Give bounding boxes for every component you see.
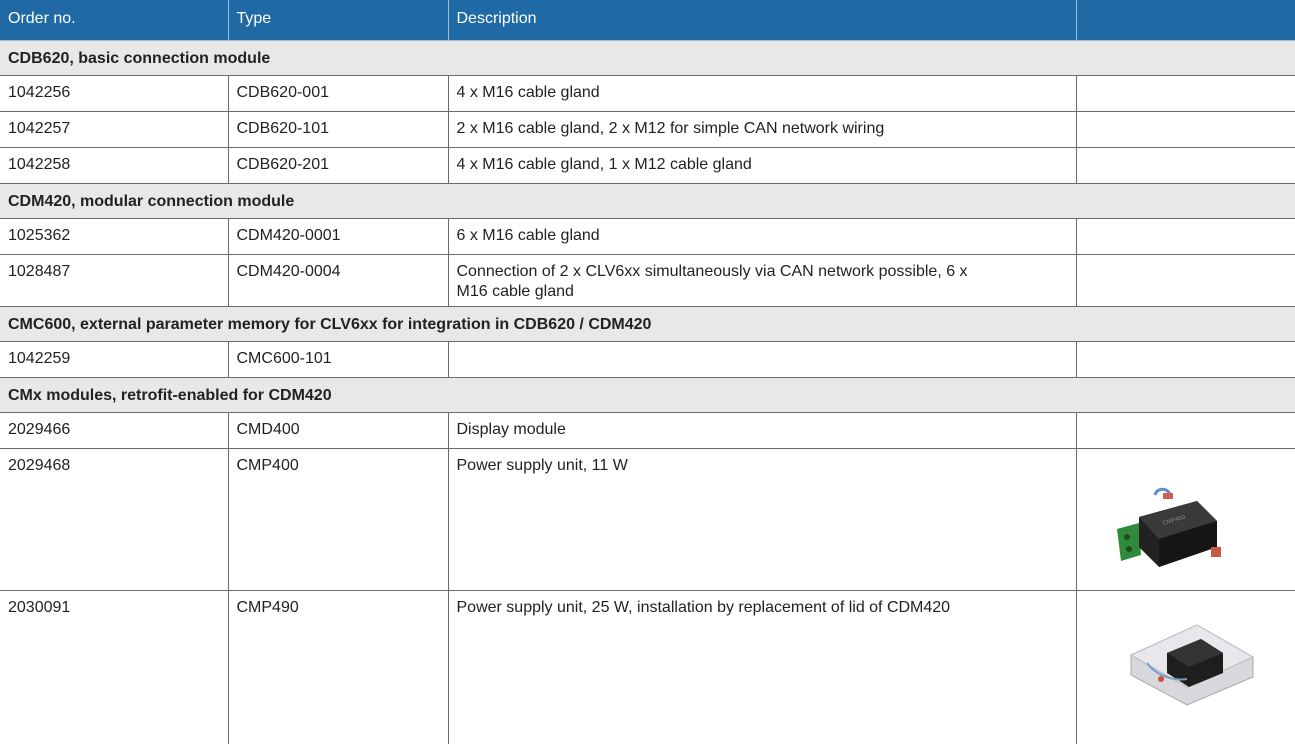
row: 2030091 CMP490 Power supply unit, 25 W, in…: [0, 589, 1295, 744]
order-no: 2030091: [0, 589, 229, 744]
image-cell: CMP400: [1075, 447, 1295, 591]
row: 1042259 CMC600-101: [0, 340, 1295, 378]
order-no: 1042257: [0, 110, 229, 148]
header-cell: Type: [227, 0, 449, 41]
cmp490-image: [1129, 623, 1254, 706]
type: CMD400: [227, 411, 449, 449]
image-cell: [1075, 217, 1295, 255]
description: Power supply unit, 25 W, installation by…: [447, 589, 1077, 744]
description: 4 x M16 cable gland, 1 x M12 cable gland: [447, 146, 1077, 184]
row: 1028487 CDM420-0004 Connection of 2 x CLV6…: [0, 253, 1295, 307]
description: Display module: [447, 411, 1077, 449]
type: CMP400: [227, 447, 449, 591]
type: CDM420-0004: [227, 253, 449, 307]
description: 6 x M16 cable gland: [447, 217, 1077, 255]
order-no: 1042256: [0, 74, 229, 112]
order-no: 1028487: [0, 253, 229, 307]
type: CDB620-001: [227, 74, 449, 112]
order-no: 2029466: [0, 411, 229, 449]
row: 2029466 CMD400 Display module: [0, 411, 1295, 449]
section-title: CDM420, modular connection module: [0, 182, 1295, 219]
image-cell: [1075, 589, 1295, 744]
type: CDB620-101: [227, 110, 449, 148]
section-title: CMC600, external parameter memory for CL…: [0, 305, 1295, 342]
section-row: CDM420, modular connection module: [0, 182, 1295, 219]
row: 1042258 CDB620-201 4 x M16 cable gland, 1 …: [0, 146, 1295, 184]
image-cell: [1075, 411, 1295, 449]
image-cell: [1075, 146, 1295, 184]
order-no: 1042259: [0, 340, 229, 378]
description: Power supply unit, 11 W: [447, 447, 1077, 591]
type: CMP490: [227, 589, 449, 744]
order-no: 1042258: [0, 146, 229, 184]
row: 1025362 CDM420-0001 6 x M16 cable gland: [0, 217, 1295, 255]
image-cell: [1075, 340, 1295, 378]
row: 1042257 CDB620-101 2 x M16 cable gland, 2 …: [0, 110, 1295, 148]
section-title: CDB620, basic connection module: [0, 39, 1295, 76]
order-no: 2029468: [0, 447, 229, 591]
type: CDB620-201: [227, 146, 449, 184]
description: 2 x M16 cable gland, 2 x M12 for simple …: [447, 110, 1077, 148]
cmp400-image: CMP400: [1116, 487, 1221, 567]
section-row: CMC600, external parameter memory for CL…: [0, 305, 1295, 342]
description: 4 x M16 cable gland: [447, 74, 1077, 112]
type: CDM420-0001: [227, 217, 449, 255]
header-cell: [1075, 0, 1295, 41]
row: 2029468 CMP400 Power supply unit, 11 W CMP…: [0, 447, 1295, 591]
section-title: CMx modules, retrofit-enabled for CDM420: [0, 376, 1295, 413]
description: [447, 340, 1077, 378]
image-cell: [1075, 110, 1295, 148]
header-cell: Order no.: [0, 0, 229, 41]
image-cell: [1075, 253, 1295, 307]
description: Connection of 2 x CLV6xx simultaneously …: [447, 253, 1077, 307]
row: 1042256 CDB620-001 4 x M16 cable gland: [0, 74, 1295, 112]
section-row: CDB620, basic connection module: [0, 39, 1295, 76]
order-no: 1025362: [0, 217, 229, 255]
image-cell: [1075, 74, 1295, 112]
section-row: CMx modules, retrofit-enabled for CDM420: [0, 376, 1295, 413]
type: CMC600-101: [227, 340, 449, 378]
header-cell: Description: [447, 0, 1077, 41]
header-row: Order no. Type Description: [0, 0, 1295, 41]
